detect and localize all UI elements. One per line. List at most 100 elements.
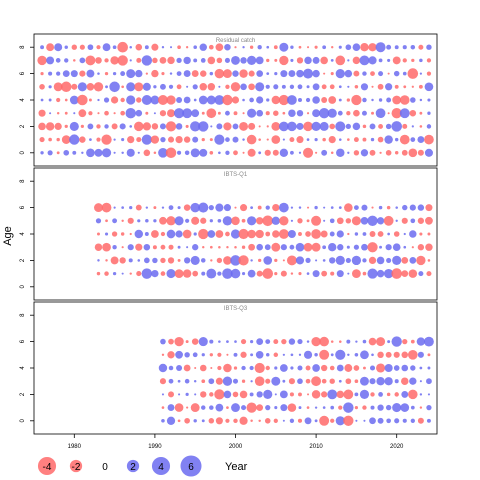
residual-bubble [282, 419, 285, 422]
residual-bubble [360, 149, 369, 157]
residual-bubble [102, 43, 111, 52]
residual-bubble [274, 272, 278, 276]
residual-bubble [401, 390, 409, 398]
residual-bubble [401, 351, 409, 359]
residual-bubble [241, 365, 246, 371]
residual-bubble [303, 350, 313, 359]
residual-bubble [250, 259, 253, 262]
residual-bubble [232, 136, 239, 143]
residual-bubble [266, 45, 270, 49]
residual-bubble [311, 390, 321, 399]
residual-bubble [391, 121, 402, 132]
residual-bubble [264, 244, 271, 251]
residual-bubble [255, 229, 264, 239]
residual-bubble [272, 230, 280, 238]
residual-bubble [296, 122, 304, 130]
residual-bubble [157, 95, 168, 105]
residual-bubble [246, 134, 257, 145]
residual-bubble [305, 97, 311, 103]
residual-bubble [378, 98, 383, 102]
residual-bubble [319, 415, 330, 426]
residual-bubble [271, 216, 280, 225]
residual-bubble [160, 338, 166, 345]
residual-bubble [184, 417, 190, 424]
residual-bubble [167, 351, 175, 359]
residual-bubble [225, 231, 230, 237]
residual-bubble [210, 366, 213, 370]
residual-bubble [40, 98, 44, 102]
residual-bubble [355, 340, 358, 343]
residual-bubble [394, 379, 399, 384]
residual-bubble [125, 107, 136, 119]
residual-bubble [419, 366, 423, 370]
residual-bubble [160, 271, 166, 276]
residual-bubble [298, 353, 302, 356]
residual-bubble [352, 56, 361, 65]
residual-bubble [353, 244, 359, 250]
residual-bubble [360, 350, 369, 360]
residual-bubble [394, 84, 399, 89]
residual-bubble [287, 403, 297, 412]
residual-bubble [185, 218, 190, 223]
residual-bubble [343, 415, 354, 426]
residual-bubble [113, 138, 116, 141]
residual-bubble [352, 122, 361, 131]
residual-bubble [207, 230, 216, 238]
residual-bubble [186, 406, 189, 409]
residual-bubble [280, 270, 287, 277]
residual-bubble [416, 337, 426, 346]
residual-bubble [158, 363, 168, 373]
residual-bubble [61, 81, 72, 93]
residual-bubble [165, 147, 177, 159]
residual-bubble [64, 98, 68, 102]
residual-bubble [135, 204, 142, 211]
residual-bubble [273, 110, 279, 116]
residual-bubble [297, 218, 303, 224]
residual-bubble [184, 378, 190, 384]
residual-bubble [417, 417, 424, 424]
residual-bubble [280, 70, 288, 78]
residual-bubble [362, 97, 367, 103]
residual-bubble [200, 58, 206, 63]
residual-bubble [143, 243, 151, 251]
residual-bubble [176, 364, 183, 372]
residual-bubble [368, 56, 377, 65]
residual-bubble [240, 204, 248, 212]
residual-bubble [176, 97, 183, 103]
residual-bubble [402, 338, 408, 345]
residual-bubble [257, 205, 262, 210]
residual-bubble [166, 416, 176, 425]
residual-bubble [193, 379, 197, 383]
residual-bubble [279, 390, 288, 399]
residual-bubble [170, 46, 173, 49]
residual-bubble [338, 98, 342, 102]
residual-bubble [419, 111, 423, 115]
residual-bubble [241, 218, 246, 223]
residual-bubble [79, 44, 85, 50]
residual-bubble [289, 137, 295, 143]
residual-bubble [79, 57, 86, 64]
residual-bubble [385, 83, 393, 91]
chart-panels: Residual catch 0 2 4 6 8 IBTS-Q1 0 2 4 6 8 IBTS-Q3 0 2… [20, 33, 438, 435]
residual-bubble [315, 259, 318, 262]
residual-bubble [214, 134, 225, 145]
residual-bubble [379, 245, 383, 249]
residual-bubble [329, 218, 335, 224]
residual-bubble [199, 43, 207, 51]
residual-bubble [225, 137, 230, 142]
residual-bubble [222, 376, 233, 386]
residual-bubble [55, 58, 61, 63]
residual-bubble [362, 71, 367, 76]
residual-bubble [208, 204, 214, 211]
residual-bubble [424, 148, 433, 157]
residual-bubble [161, 419, 165, 423]
residual-bubble [354, 379, 359, 384]
residual-bubble [206, 108, 217, 119]
residual-bubble [230, 229, 241, 239]
residual-bubble [177, 150, 182, 155]
residual-bubble [249, 392, 254, 397]
residual-bubble [304, 56, 312, 65]
residual-bubble [351, 216, 361, 226]
residual-bubble [312, 270, 320, 278]
residual-bubble [200, 258, 206, 263]
